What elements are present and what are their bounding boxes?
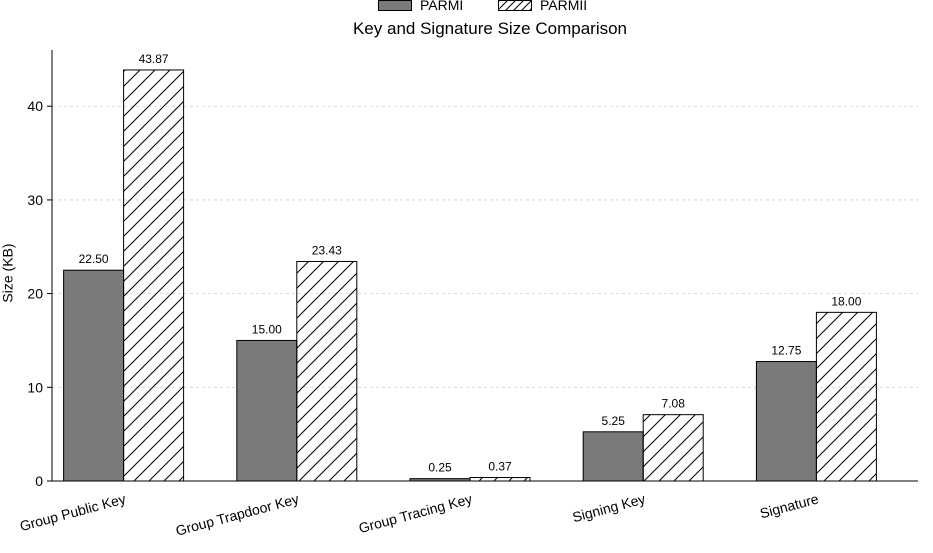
- legend-swatch-parmii: [498, 0, 532, 11]
- legend-swatch-parmi: [378, 0, 412, 11]
- x-tick-label: Group Tracing Key: [357, 490, 474, 536]
- data-label: 0.25: [428, 461, 452, 475]
- y-tick-label: 0: [35, 473, 43, 489]
- data-label: 0.37: [488, 460, 512, 474]
- data-label: 5.25: [602, 414, 626, 428]
- chart-title: Key and Signature Size Comparison: [352, 19, 628, 38]
- x-tick-label: Group Public Key: [18, 490, 127, 534]
- bars: [63, 69, 877, 482]
- legend-label-parmii: PARMII: [540, 0, 588, 13]
- data-label: 12.75: [771, 344, 801, 358]
- data-label: 18.00: [831, 294, 861, 308]
- x-tick-label: Group Trapdoor Key: [174, 490, 301, 538]
- x-tick-label: Signing Key: [571, 490, 647, 525]
- x-tick-label: Signature: [758, 490, 820, 521]
- data-label: 7.08: [662, 397, 686, 411]
- bar-parmii: [123, 69, 185, 482]
- y-tick-label: 30: [27, 192, 43, 208]
- bar-parmii: [469, 477, 531, 482]
- y-tick-label: 10: [27, 379, 43, 395]
- data-label: 22.50: [79, 252, 109, 266]
- bar-parmii: [296, 260, 358, 482]
- bar-parmi: [63, 269, 125, 482]
- axes: [47, 50, 918, 482]
- y-tick-label: 40: [27, 98, 43, 114]
- data-label: 43.87: [139, 52, 169, 66]
- bar-parmii: [815, 311, 877, 482]
- y-tick-label: 20: [27, 286, 43, 302]
- bar-parmi: [755, 361, 817, 482]
- bar-parmi: [236, 339, 298, 482]
- data-label: 15.00: [252, 322, 282, 336]
- bar-parmi: [582, 431, 644, 482]
- data-label: 23.43: [312, 243, 342, 257]
- legend-label-parmi: PARMI: [420, 0, 464, 13]
- bar-parmii: [642, 414, 704, 482]
